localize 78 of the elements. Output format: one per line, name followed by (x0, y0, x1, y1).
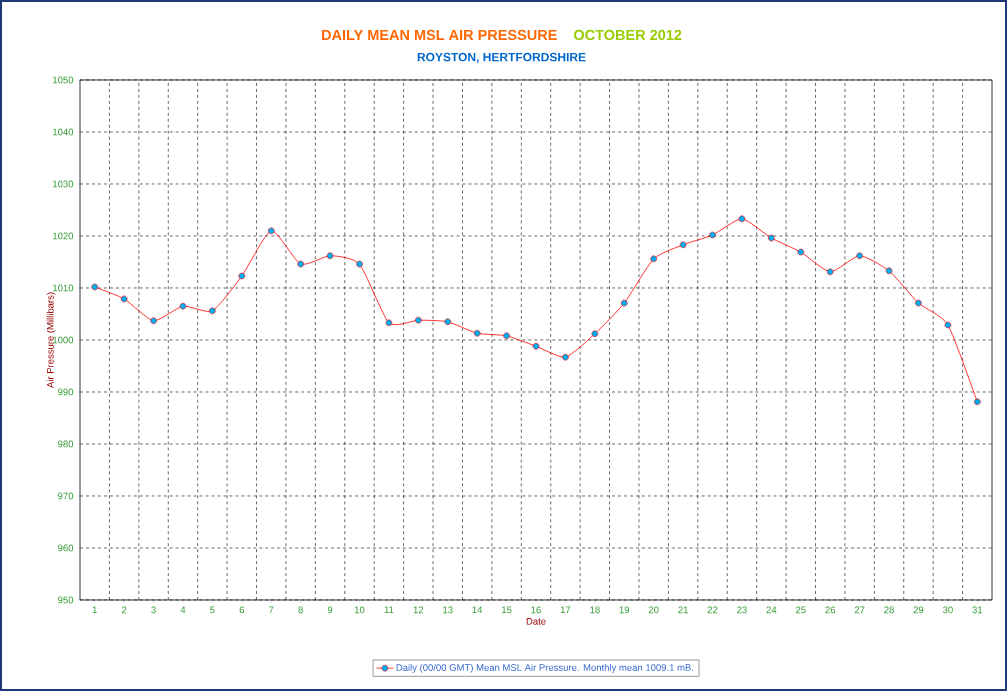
x-tick-label: 30 (942, 606, 953, 614)
x-tick-label: 18 (590, 606, 600, 614)
point (267, 227, 275, 235)
x-tick-label: 22 (707, 606, 718, 614)
point (679, 241, 687, 249)
x-tick-label: 25 (795, 606, 806, 614)
chart-subtitle: ROYSTON, HERTFORDSHIRE (417, 52, 586, 64)
point (415, 316, 422, 324)
y-tick-label: 950 (58, 596, 74, 604)
point (768, 234, 775, 242)
x-tick-label: 5 (210, 606, 215, 614)
point (885, 267, 893, 275)
x-tick-label: 15 (502, 606, 512, 614)
x-tick-label: 28 (884, 606, 894, 614)
y-tick-label: 1040 (53, 128, 74, 136)
x-tick-label: 19 (619, 606, 630, 614)
y-tick-label: 1000 (53, 336, 74, 344)
point (797, 248, 805, 256)
point (974, 398, 981, 406)
x-tick-label: 9 (327, 606, 333, 614)
y-tick-label: 960 (58, 544, 74, 552)
x-tick-label: 26 (825, 606, 836, 614)
point (738, 215, 746, 223)
x-tick-label: 6 (239, 606, 245, 614)
x-tick-label: 12 (413, 606, 424, 614)
x-tick-label: 20 (648, 606, 659, 614)
y-tick-label: 970 (58, 492, 74, 500)
x-tick-label: 10 (354, 606, 365, 614)
x-tick-label: 23 (737, 606, 747, 614)
point (591, 330, 599, 338)
x-tick-label: 14 (472, 606, 483, 614)
x-tick-label: 21 (678, 606, 688, 614)
y-tick-label: 1030 (53, 180, 74, 188)
point (562, 353, 569, 361)
y-tick-label: 990 (58, 388, 74, 396)
x-tick-label: 7 (269, 606, 274, 614)
point (150, 317, 157, 325)
point (356, 260, 363, 268)
point (326, 252, 334, 260)
x-axis-title: Date (526, 618, 546, 625)
x-tick-label: 11 (384, 606, 394, 614)
point (91, 283, 99, 291)
x-tick-label: 29 (913, 606, 924, 614)
y-tick-label: 1050 (53, 76, 74, 84)
point (444, 318, 452, 326)
y-tick-label: 1010 (53, 284, 74, 292)
legend-label: Daily (00/00 GMT) Mean MSL Air Pressure. Monthly mean 1009.1 mB. (396, 663, 694, 673)
point (209, 307, 216, 315)
chart-title: DAILY MEAN MSL AIR PRESSURE (322, 29, 557, 41)
x-tick-label: 31 (972, 606, 983, 614)
point (620, 299, 628, 307)
x-tick-label: 16 (531, 606, 541, 614)
x-tick-label: 1 (92, 606, 97, 614)
x-tick-label: 2 (121, 606, 127, 614)
x-tick-label: 17 (560, 606, 571, 614)
point (944, 321, 952, 329)
x-tick-label: 13 (443, 606, 453, 614)
x-tick-label: 3 (151, 606, 156, 614)
point (532, 342, 540, 350)
y-tick-label: 1020 (53, 232, 74, 240)
point (120, 295, 128, 303)
text: OCTOBER 2012 (574, 29, 682, 41)
point (473, 329, 481, 337)
x-tick-label: 8 (298, 606, 303, 614)
point (503, 332, 510, 340)
x-tick-label: 24 (766, 606, 777, 614)
x-tick-label: 4 (180, 606, 186, 614)
point (238, 272, 246, 280)
point (650, 255, 657, 263)
y-tick-label: 980 (58, 440, 74, 448)
point (297, 260, 304, 268)
point (179, 302, 187, 310)
point (385, 319, 393, 327)
x-tick-label: 27 (854, 606, 865, 614)
point (915, 299, 922, 307)
point (826, 268, 834, 276)
point (856, 252, 863, 260)
point (709, 231, 716, 239)
